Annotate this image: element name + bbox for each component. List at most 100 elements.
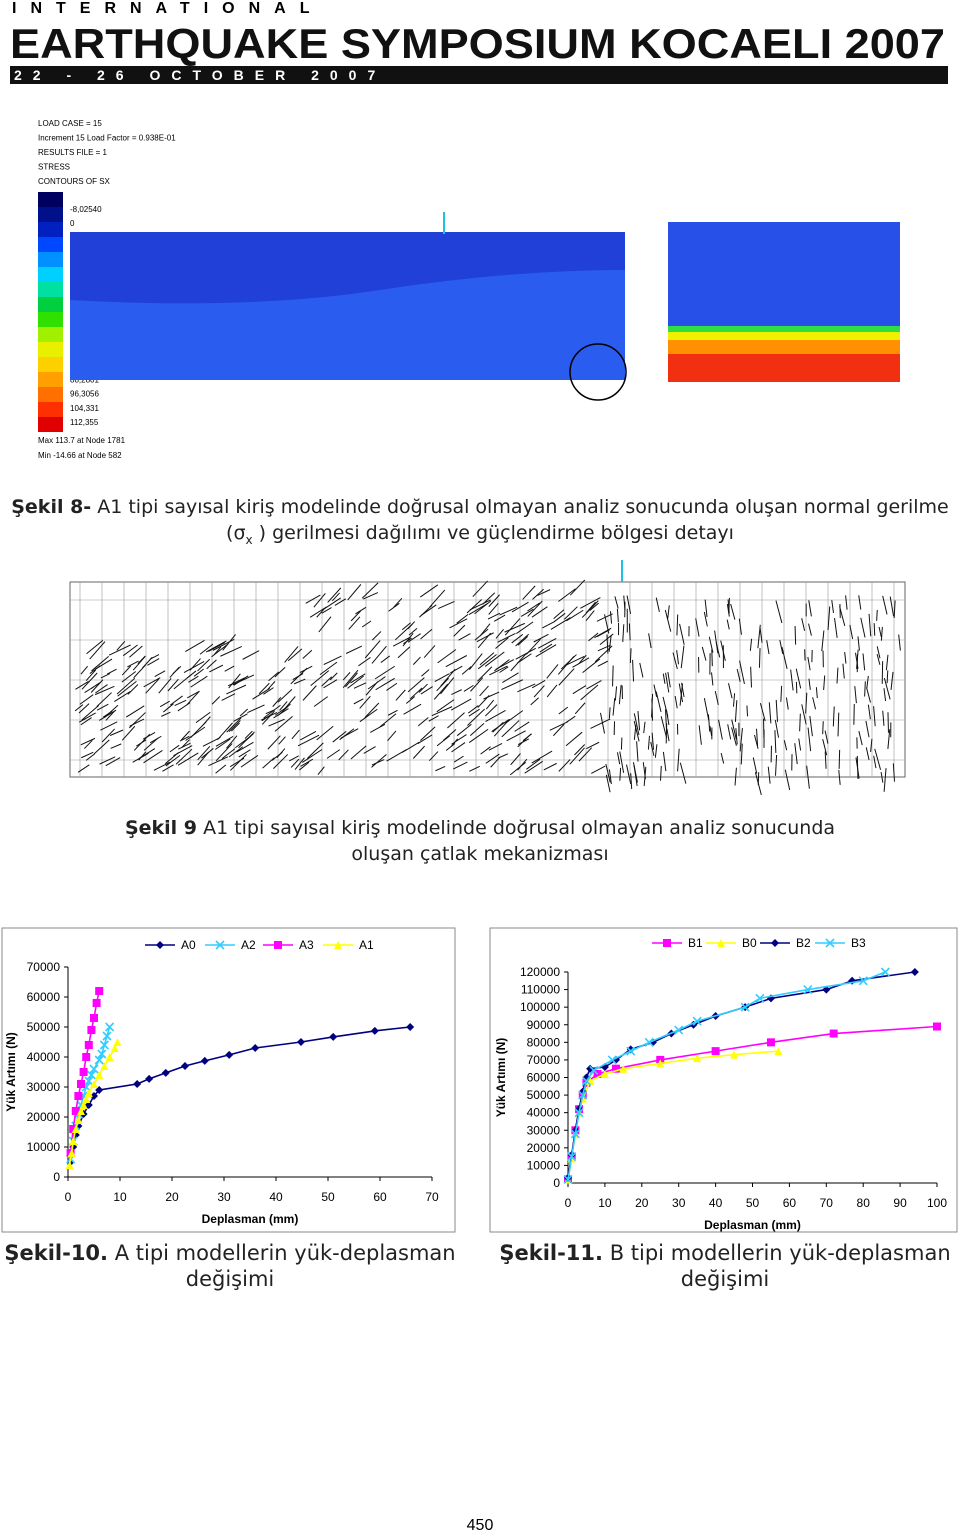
marker (693, 1054, 702, 1063)
crack (880, 771, 884, 783)
crack (530, 697, 539, 706)
crack (750, 666, 753, 688)
marker (825, 938, 835, 948)
crack (883, 688, 887, 702)
crack (808, 623, 812, 636)
crack (412, 656, 421, 665)
marker (589, 1065, 599, 1076)
crack (827, 606, 831, 631)
crack (350, 745, 367, 760)
crack (608, 769, 612, 785)
crack (472, 580, 488, 598)
marker (803, 985, 813, 995)
crack (893, 600, 896, 618)
crack (149, 654, 160, 660)
crack (114, 690, 131, 702)
crack (892, 763, 896, 782)
crack (499, 666, 509, 673)
crack (380, 655, 391, 663)
x-tick-label: 70 (425, 1190, 439, 1204)
crack (572, 657, 590, 668)
crack (550, 617, 571, 630)
crack (654, 744, 658, 758)
caption-10: Şekil-10. A tipi modellerin yük-deplasma… (0, 1240, 460, 1292)
crack (371, 759, 385, 766)
crack (704, 599, 708, 618)
detail-yellow (668, 332, 900, 340)
max-note: Max 113.7 at Node 1781 (38, 436, 126, 445)
marker (82, 1053, 91, 1061)
crack (650, 741, 655, 756)
crack (889, 596, 895, 617)
crack (221, 693, 236, 701)
crack (437, 649, 457, 664)
crack (667, 671, 671, 688)
crack (268, 718, 285, 727)
crack (199, 643, 214, 655)
crack (407, 633, 421, 643)
crack (876, 609, 878, 621)
crack (334, 598, 347, 606)
crack (229, 757, 245, 768)
crack (183, 661, 205, 674)
crack (323, 655, 342, 665)
crack (274, 715, 293, 732)
crack (401, 622, 411, 631)
contour-band (38, 372, 63, 387)
marker (570, 1129, 580, 1139)
crack (590, 718, 611, 729)
crack (276, 748, 286, 759)
crack (837, 712, 840, 737)
crack (466, 599, 482, 614)
crack (608, 707, 611, 719)
run-info: LOAD CASE = 15 (38, 119, 102, 128)
crack (636, 741, 639, 762)
crack (258, 682, 270, 695)
crack (732, 693, 736, 707)
crack (420, 584, 439, 598)
crack (186, 690, 200, 699)
crack (165, 754, 181, 767)
crack (572, 685, 587, 695)
crack (279, 701, 288, 711)
crack (501, 679, 524, 691)
crack (821, 630, 825, 652)
crack (597, 660, 608, 667)
crack (127, 684, 139, 695)
crack (768, 702, 772, 724)
crack (501, 720, 520, 738)
marker (97, 1049, 107, 1059)
crack (109, 729, 124, 736)
crack (468, 603, 488, 615)
marker (86, 1070, 96, 1080)
crack (599, 633, 614, 645)
crack (655, 691, 662, 712)
crack (106, 668, 117, 675)
crack (220, 645, 243, 657)
contour-value: 96,3056 (70, 390, 99, 399)
crack (539, 643, 553, 653)
crack (302, 685, 317, 701)
marker (74, 1092, 83, 1100)
crack (375, 677, 395, 691)
x-tick-label: 90 (893, 1196, 907, 1210)
crack (103, 704, 119, 719)
crack (574, 744, 586, 756)
crack (215, 735, 234, 747)
contour-value: 104,331 (70, 404, 99, 413)
crack (495, 628, 504, 639)
crack (597, 644, 611, 652)
crack (711, 649, 713, 667)
caption-label: Şekil 9 (124, 817, 198, 839)
caption-text: A1 tipi sayısal kiriş modelinde doğrusal… (203, 817, 836, 865)
crack (633, 765, 638, 786)
crack (211, 696, 221, 705)
crack (596, 629, 610, 638)
crack (591, 765, 606, 774)
crack (619, 767, 622, 781)
crack (364, 640, 381, 659)
crack (345, 645, 363, 654)
crack (622, 624, 625, 642)
crack (245, 733, 254, 742)
crack (812, 697, 817, 710)
